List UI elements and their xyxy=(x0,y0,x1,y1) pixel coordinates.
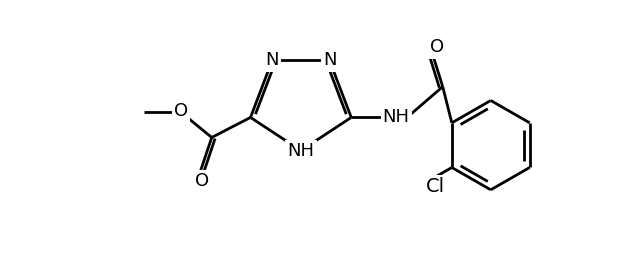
Text: NH: NH xyxy=(287,142,314,160)
Text: O: O xyxy=(430,38,444,56)
Text: O: O xyxy=(173,102,188,120)
Text: NH: NH xyxy=(383,108,410,126)
Text: Cl: Cl xyxy=(426,177,445,196)
Text: N: N xyxy=(323,51,336,69)
Text: N: N xyxy=(266,51,279,69)
Text: O: O xyxy=(195,172,209,190)
